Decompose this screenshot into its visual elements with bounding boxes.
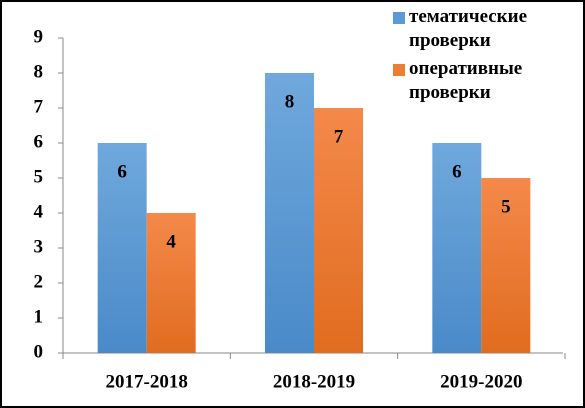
- legend-label: оперативные проверки: [409, 58, 522, 103]
- legend-swatch: [393, 12, 405, 24]
- bar: [265, 73, 314, 353]
- y-tick-label: 7: [34, 96, 44, 117]
- bar: [481, 178, 531, 353]
- data-label: 6: [452, 161, 462, 182]
- bar: [97, 143, 147, 353]
- data-label: 4: [166, 231, 176, 252]
- y-tick-label: 5: [34, 166, 44, 187]
- bar: [314, 108, 363, 353]
- legend-swatch: [393, 64, 405, 76]
- legend-label: тематические проверки: [409, 6, 527, 51]
- data-label: 6: [117, 161, 127, 182]
- y-tick-label: 4: [34, 201, 44, 222]
- y-tick-label: 6: [34, 131, 44, 152]
- data-label: 8: [285, 91, 295, 112]
- y-tick-label: 3: [34, 236, 44, 257]
- y-tick-label: 8: [34, 61, 44, 82]
- x-tick-label: 2018-2019: [273, 371, 355, 392]
- bar: [432, 143, 482, 353]
- x-tick-label: 2019-2020: [440, 371, 522, 392]
- bar: [146, 213, 196, 353]
- y-tick-label: 2: [34, 271, 44, 292]
- y-tick-label: 1: [34, 306, 44, 327]
- y-tick-label: 9: [34, 26, 44, 47]
- data-label: 7: [334, 126, 344, 147]
- data-label: 5: [501, 196, 511, 217]
- y-tick-label: 0: [34, 341, 44, 362]
- x-tick-label: 2017-2018: [106, 371, 188, 392]
